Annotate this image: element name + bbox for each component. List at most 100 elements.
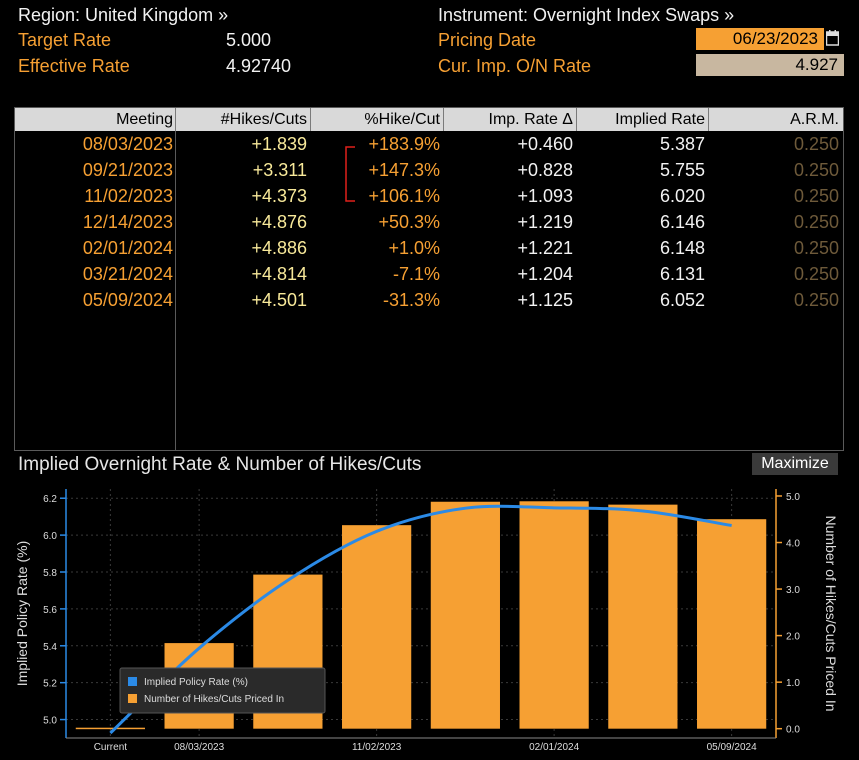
calendar-icon[interactable] [826, 30, 839, 46]
right-tick-label: 5.0 [786, 492, 800, 503]
right-tick-label: 2.0 [786, 632, 800, 643]
x-tick-label: 02/01/2024 [529, 742, 579, 753]
cell-delta: +1.125 [517, 290, 573, 310]
cell-pct: -31.3% [382, 290, 440, 310]
cell-implied: 6.020 [659, 186, 705, 206]
bar [697, 519, 767, 729]
cell-pct: -7.1% [392, 264, 440, 284]
cell-hikes: +4.373 [251, 186, 307, 206]
meetings-table: Meeting #Hikes/Cuts %Hike/Cut Imp. Rate … [14, 107, 844, 451]
legend-swatch-bar [128, 694, 137, 703]
cell-pct: +50.3% [378, 212, 440, 232]
bar [342, 525, 412, 729]
x-tick-label: Current [94, 742, 128, 753]
col-header-implied[interactable]: Implied Rate [615, 111, 705, 128]
bar [608, 504, 678, 729]
cell-delta: +1.093 [517, 186, 573, 206]
cell-meeting: 03/21/2024 [82, 264, 173, 284]
table-row[interactable]: 09/21/2023 +3.311 +147.3% +0.828 5.755 0.250 [15, 157, 843, 183]
right-tick-label: 4.0 [786, 539, 800, 550]
cell-implied: 5.387 [659, 134, 705, 154]
cell-delta: +1.219 [517, 212, 573, 232]
cell-delta: +0.828 [517, 160, 573, 180]
col-header-pct[interactable]: %Hike/Cut [364, 111, 440, 128]
right-tick-label: 1.0 [786, 678, 800, 689]
annotation-bracket [345, 146, 355, 202]
cell-pct: +1.0% [388, 238, 440, 258]
cell-implied: 6.131 [659, 264, 705, 284]
cell-arm: 0.250 [793, 290, 839, 310]
cell-pct: +183.9% [368, 134, 440, 154]
cell-hikes: +4.501 [251, 290, 307, 310]
col-header-arm[interactable]: A.R.M. [790, 111, 839, 128]
table-row[interactable]: 03/21/2024 +4.814 -7.1% +1.204 6.131 0.250 [15, 261, 843, 287]
left-tick-label: 5.2 [43, 679, 57, 690]
pricing-date-field[interactable]: 06/23/2023 [696, 28, 824, 50]
col-header-hikes[interactable]: #Hikes/Cuts [220, 111, 307, 128]
cell-implied: 6.146 [659, 212, 705, 232]
chart-title: Implied Overnight Rate & Number of Hikes… [18, 454, 422, 475]
legend-swatch-line [128, 677, 137, 686]
legend-label-line: Implied Policy Rate (%) [144, 677, 248, 688]
y2-axis-title: Number of Hikes/Cuts Priced In [823, 515, 839, 711]
cur-imp-rate-label: Cur. Imp. O/N Rate [438, 56, 592, 76]
target-rate-label: Target Rate [18, 30, 112, 50]
maximize-button[interactable]: Maximize [752, 453, 838, 475]
cell-hikes: +4.876 [251, 212, 307, 232]
effective-rate-value: 4.92740 [226, 56, 292, 76]
cell-meeting: 12/14/2023 [82, 212, 173, 232]
right-tick-label: 3.0 [786, 585, 800, 596]
table-header: Meeting #Hikes/Cuts %Hike/Cut Imp. Rate … [15, 108, 843, 131]
cur-imp-rate-field[interactable]: 4.927 [696, 54, 844, 76]
cell-delta: +1.204 [517, 264, 573, 284]
right-tick-label: 0.0 [786, 725, 800, 736]
cell-arm: 0.250 [793, 160, 839, 180]
target-rate-value: 5.000 [226, 30, 272, 50]
cell-pct: +147.3% [368, 160, 440, 180]
table-row[interactable]: 08/03/2023 +1.839 +183.9% +0.460 5.387 0.250 [15, 131, 843, 157]
instrument-selector[interactable]: Instrument: Overnight Index Swaps » [438, 5, 735, 25]
table-row[interactable]: 11/02/2023 +4.373 +106.1% +1.093 6.020 0.250 [15, 183, 843, 209]
cell-meeting: 05/09/2024 [82, 290, 173, 310]
table-row[interactable]: 05/09/2024 +4.501 -31.3% +1.125 6.052 0.250 [15, 287, 843, 313]
cell-delta: +1.221 [517, 238, 573, 258]
cell-hikes: +3.311 [252, 160, 307, 180]
cell-arm: 0.250 [793, 264, 839, 284]
cell-hikes: +4.886 [251, 238, 307, 258]
table-row[interactable]: 02/01/2024 +4.886 +1.0% +1.221 6.148 0.250 [15, 235, 843, 261]
left-tick-label: 5.8 [43, 568, 57, 579]
cell-arm: 0.250 [793, 186, 839, 206]
bar [430, 501, 500, 729]
cell-implied: 6.052 [659, 290, 705, 310]
pricing-date-label: Pricing Date [438, 30, 537, 50]
cell-implied: 6.148 [659, 238, 705, 258]
cell-arm: 0.250 [793, 238, 839, 258]
cell-hikes: +4.814 [251, 264, 307, 284]
x-tick-label: 08/03/2023 [174, 742, 224, 753]
left-tick-label: 6.2 [43, 494, 57, 505]
col-header-delta[interactable]: Imp. Rate Δ [488, 111, 574, 128]
table-row[interactable]: 12/14/2023 +4.876 +50.3% +1.219 6.146 0.250 [15, 209, 843, 235]
effective-rate-label: Effective Rate [18, 56, 130, 76]
bar [519, 501, 589, 729]
cell-hikes: +1.839 [251, 134, 307, 154]
region-selector[interactable]: Region: United Kingdom » [18, 5, 229, 25]
left-tick-label: 5.6 [43, 605, 57, 616]
cell-arm: 0.250 [793, 212, 839, 232]
left-tick-label: 5.4 [43, 642, 57, 653]
x-tick-label: 11/02/2023 [352, 742, 402, 753]
cell-meeting: 11/02/2023 [84, 186, 173, 206]
cell-meeting: 08/03/2023 [82, 134, 173, 154]
cell-arm: 0.250 [793, 134, 839, 154]
cell-implied: 5.755 [659, 160, 705, 180]
col-header-meeting[interactable]: Meeting [116, 111, 173, 128]
rate-chart: 5.0 5.2 5.4 5.6 5.8 6.0 6.2 0.0 1.0 2.0 3.0 4.0 5.0 C… [14, 489, 839, 753]
cell-delta: +0.460 [517, 134, 573, 154]
cell-meeting: 09/21/2023 [82, 160, 173, 180]
legend-box [119, 667, 326, 714]
cell-pct: +106.1% [368, 186, 440, 206]
bar [75, 727, 145, 730]
legend-label-bar: Number of Hikes/Cuts Priced In [144, 694, 284, 705]
left-tick-label: 6.0 [43, 531, 57, 542]
left-tick-label: 5.0 [43, 716, 57, 727]
